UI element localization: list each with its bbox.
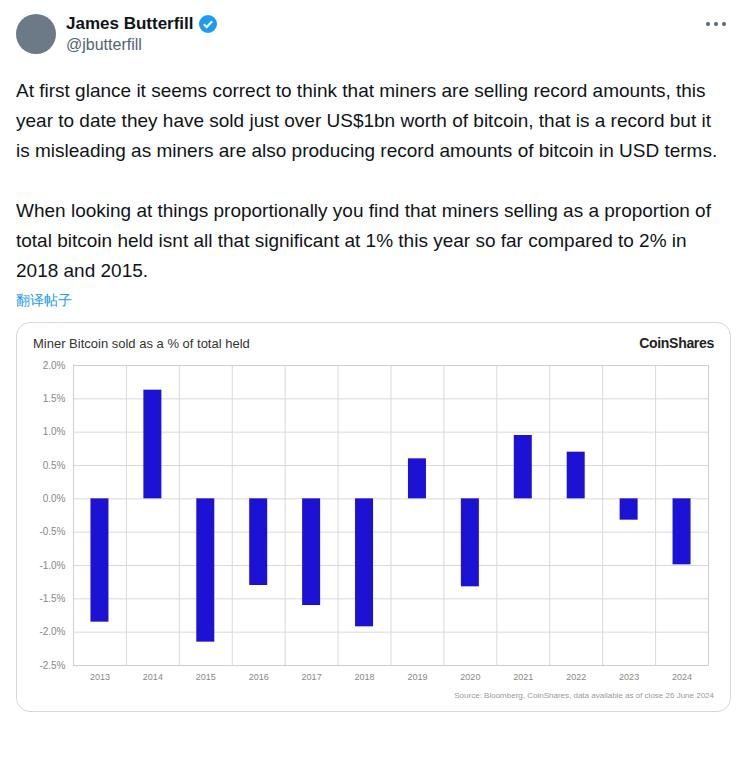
svg-text:-1.5%: -1.5%: [39, 593, 65, 604]
svg-text:1.0%: 1.0%: [43, 426, 66, 437]
svg-text:-1.0%: -1.0%: [39, 560, 65, 571]
html-text:CoinShares: CoinShares: [639, 335, 714, 351]
svg-text:2016: 2016: [249, 672, 269, 682]
svg-text:2023: 2023: [619, 672, 639, 682]
svg-text:2018: 2018: [355, 672, 375, 682]
html-text:When looking at things proport: When looking at things proportionally yo…: [16, 200, 711, 281]
html-text:Source: Bloomberg, CoinShares,: Source: Bloomberg, CoinShares, data avai…: [454, 691, 714, 700]
html-text:@jbutterfill: @jbutterfill: [66, 36, 142, 53]
svg-text:-0.5%: -0.5%: [39, 526, 65, 537]
svg-text:2021: 2021: [513, 672, 533, 682]
html-text:Miner Bitcoin sold as a % of t: Miner Bitcoin sold as a % of total held: [33, 335, 250, 351]
svg-text:2022: 2022: [566, 672, 586, 682]
svg-text:0.5%: 0.5%: [43, 460, 66, 471]
svg-text:2014: 2014: [143, 672, 163, 682]
svg-text:2024: 2024: [672, 672, 692, 682]
svg-text:2013: 2013: [90, 672, 110, 682]
svg-text:1.5%: 1.5%: [43, 393, 66, 404]
svg-text:2020: 2020: [460, 672, 480, 682]
svg-text:2019: 2019: [407, 672, 427, 682]
svg-text:2015: 2015: [196, 672, 216, 682]
svg-text:2.0%: 2.0%: [43, 360, 66, 371]
svg-text:0.0%: 0.0%: [43, 493, 66, 504]
svg-text:-2.5%: -2.5%: [39, 660, 65, 671]
html-text:James Butterfill: James Butterfill: [66, 14, 194, 33]
svg-text:2017: 2017: [302, 672, 322, 682]
html-text:At first glance it seems corre: At first glance it seems correct to thin…: [16, 80, 718, 161]
html-text:翻译帖子: 翻译帖子: [16, 292, 72, 308]
svg-text:-2.0%: -2.0%: [39, 626, 65, 637]
